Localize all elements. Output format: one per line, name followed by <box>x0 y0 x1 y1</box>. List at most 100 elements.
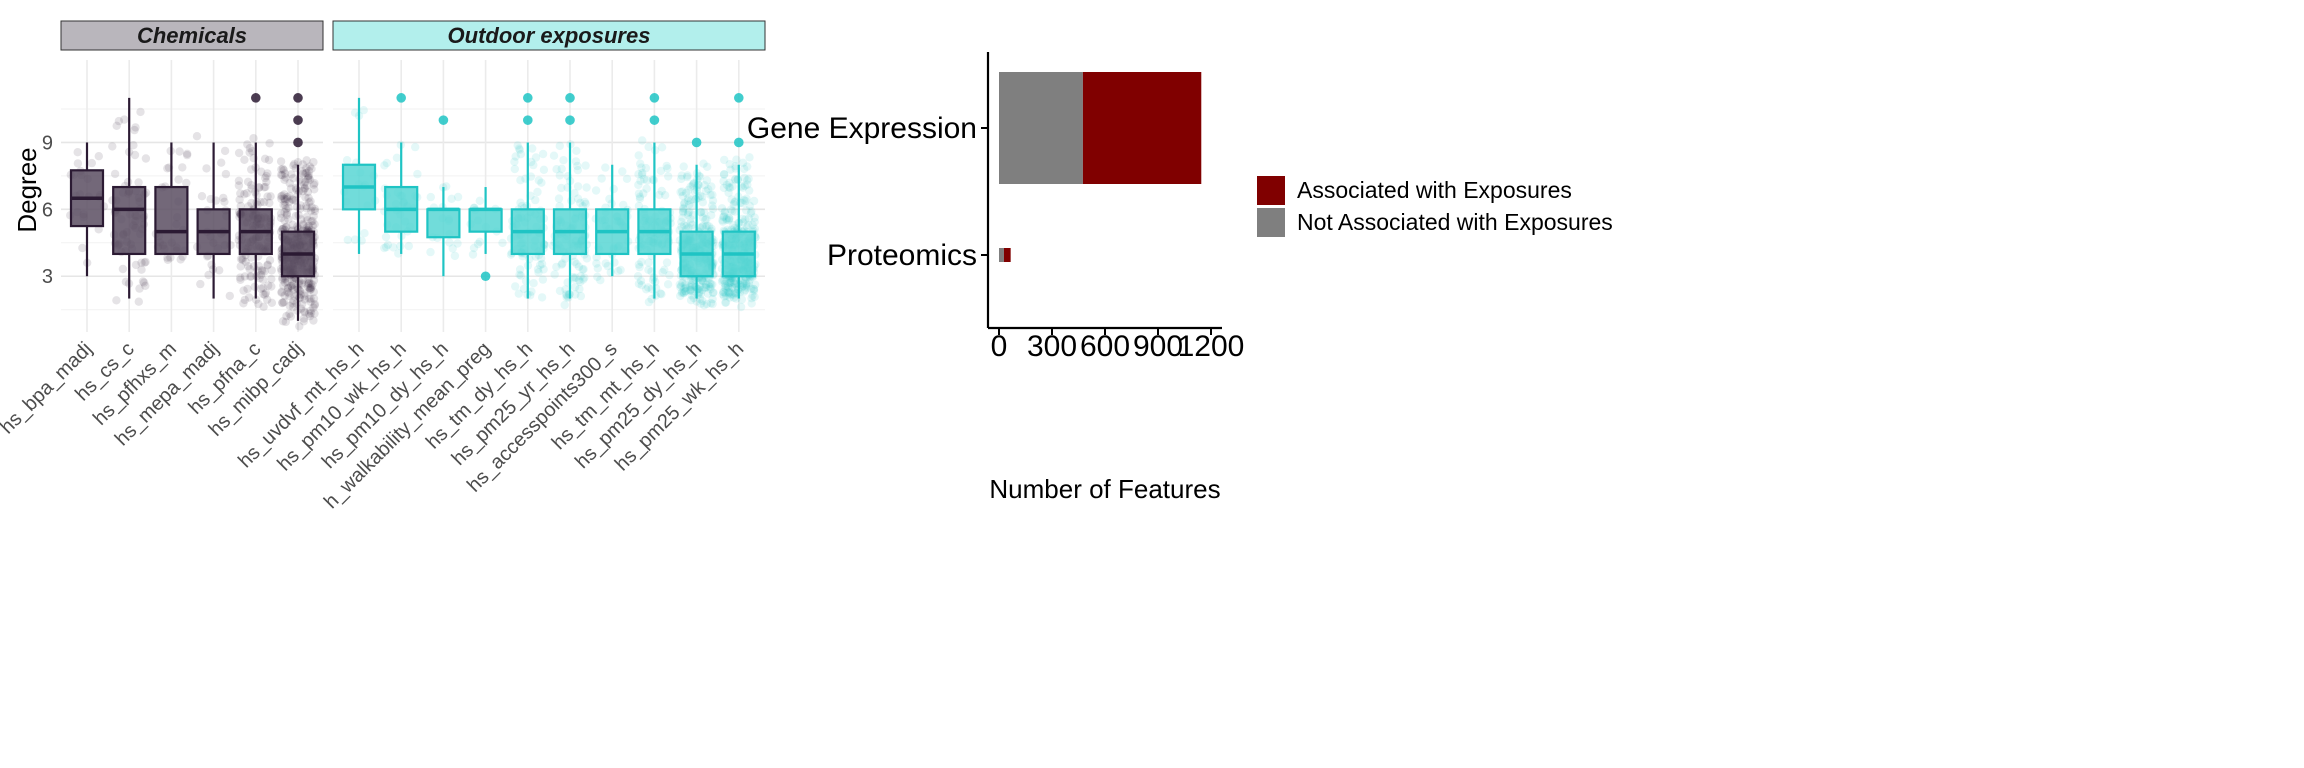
data-point <box>236 201 245 211</box>
data-point <box>286 184 296 193</box>
data-point <box>644 258 653 267</box>
outlier-point <box>251 93 261 103</box>
data-point <box>289 174 298 183</box>
data-point <box>288 277 297 286</box>
data-point <box>644 297 654 307</box>
x-tick-label: 300 <box>1027 330 1077 363</box>
data-point <box>740 164 749 174</box>
data-point <box>678 213 687 222</box>
data-point <box>707 182 716 191</box>
data-point <box>685 207 694 217</box>
data-point <box>259 283 268 293</box>
data-point <box>280 208 289 217</box>
data-point <box>748 291 757 300</box>
data-point <box>264 155 274 165</box>
data-point <box>217 158 226 167</box>
data-point <box>308 221 317 230</box>
data-point <box>559 156 568 165</box>
data-point <box>241 257 250 266</box>
data-point <box>634 201 644 211</box>
data-point <box>183 149 192 158</box>
data-point <box>555 141 564 151</box>
data-point <box>679 288 689 297</box>
y-tick-label: 6 <box>42 199 53 221</box>
data-point <box>700 283 709 292</box>
data-point <box>731 164 740 173</box>
data-point <box>260 154 270 163</box>
data-point <box>724 183 733 192</box>
data-point <box>381 232 391 242</box>
data-point <box>475 196 484 205</box>
data-point <box>303 216 312 225</box>
data-point <box>278 298 287 308</box>
data-point <box>301 169 310 178</box>
data-point <box>517 201 527 211</box>
data-point <box>307 282 316 292</box>
data-point <box>537 259 547 269</box>
data-point <box>558 259 567 268</box>
data-point <box>717 277 727 286</box>
data-point <box>680 221 689 230</box>
data-point <box>519 284 529 294</box>
data-point <box>718 217 727 226</box>
data-point <box>175 147 184 156</box>
data-point <box>684 208 693 217</box>
data-point <box>279 200 288 210</box>
data-point <box>743 162 752 171</box>
data-point <box>664 172 673 181</box>
data-point <box>306 283 316 293</box>
data-point <box>680 199 689 209</box>
legend-label: Not Associated with Exposures <box>1297 209 1613 235</box>
outlier-point <box>293 93 303 103</box>
data-point <box>529 160 538 170</box>
data-point <box>112 121 121 130</box>
data-point <box>118 264 128 274</box>
data-point <box>724 213 734 223</box>
data-point <box>676 283 685 292</box>
data-point <box>289 296 298 305</box>
bar-segment-not-associated <box>999 72 1083 184</box>
data-point <box>575 284 584 294</box>
data-point <box>725 288 735 297</box>
data-point <box>718 290 727 299</box>
data-point <box>298 186 308 196</box>
outlier-point <box>523 93 533 103</box>
data-point <box>255 183 264 192</box>
data-point <box>263 295 272 304</box>
data-point <box>701 215 710 225</box>
data-point <box>705 279 715 288</box>
data-point <box>658 268 667 277</box>
data-point <box>619 200 628 210</box>
data-point <box>300 183 309 193</box>
data-point <box>741 285 750 295</box>
data-point <box>573 165 582 175</box>
data-point <box>539 265 548 274</box>
data-point <box>722 276 731 286</box>
data-point <box>537 293 547 302</box>
data-point <box>299 220 308 230</box>
data-point <box>538 149 548 159</box>
data-point <box>245 148 254 157</box>
data-point <box>562 293 571 302</box>
data-point <box>260 267 269 276</box>
data-point <box>561 290 571 299</box>
data-point <box>749 285 759 294</box>
data-point <box>267 282 276 291</box>
outlier-point <box>293 137 303 148</box>
data-point <box>259 302 268 311</box>
data-point <box>360 229 369 238</box>
data-point <box>304 221 313 231</box>
data-point <box>681 287 690 296</box>
data-point <box>225 291 234 301</box>
data-point <box>656 166 666 176</box>
data-point <box>555 286 565 296</box>
data-point <box>656 289 665 298</box>
data-point <box>681 280 690 290</box>
data-point <box>304 173 313 183</box>
data-point <box>235 195 244 204</box>
data-point <box>642 285 651 294</box>
data-point <box>531 153 541 162</box>
data-point <box>240 272 250 281</box>
data-point <box>263 192 272 201</box>
data-point <box>261 182 270 192</box>
